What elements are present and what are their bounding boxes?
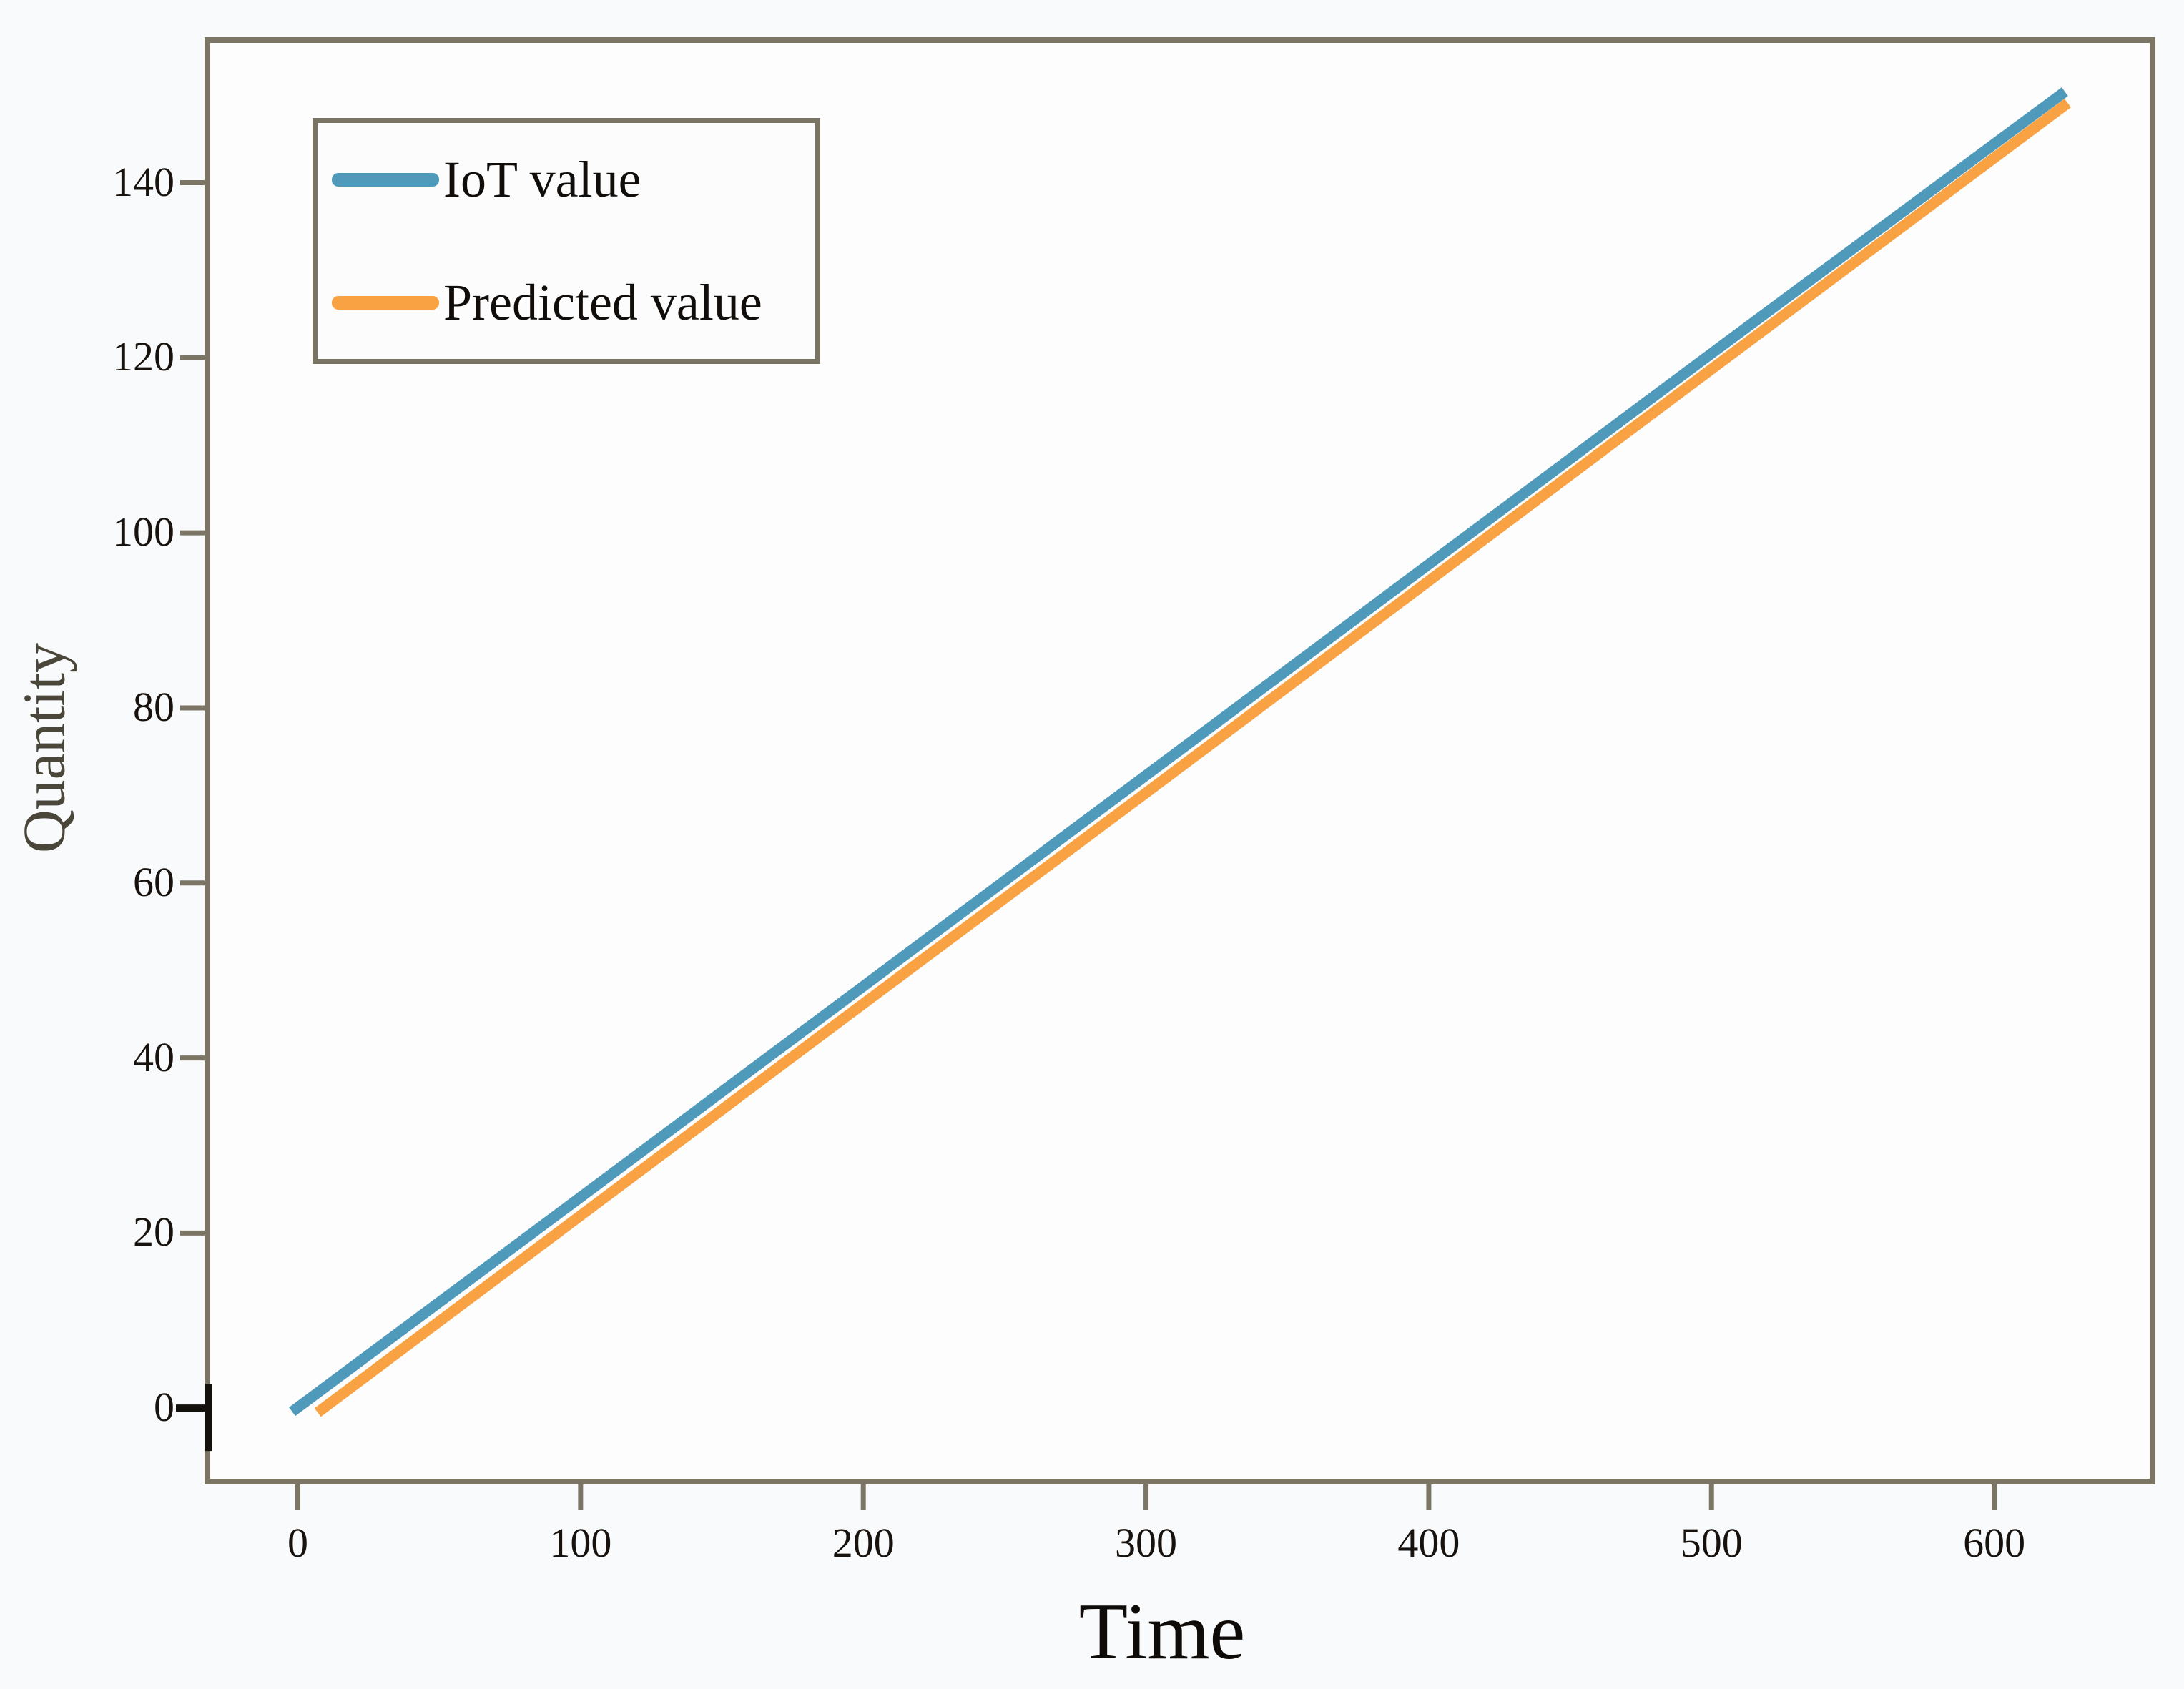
y-axis-label: Quantity: [11, 643, 78, 853]
x-tick-label: 200: [832, 1520, 895, 1566]
y-tick-label: 140: [112, 158, 174, 205]
legend: IoT value Predicted value: [313, 118, 820, 364]
x-tick-label: 100: [549, 1520, 612, 1566]
x-tick-label: 400: [1397, 1520, 1460, 1566]
legend-swatch-iot-value: [332, 173, 439, 187]
y-tick-label: 20: [133, 1208, 174, 1256]
y-tick-label: 100: [112, 508, 174, 556]
y-tick-label: 40: [133, 1033, 174, 1080]
x-tick-label: 600: [1963, 1520, 2026, 1566]
legend-label-predicted-value: Predicted value: [443, 274, 762, 331]
legend-swatch-predicted-value: [332, 296, 439, 310]
x-tick-label: 300: [1115, 1520, 1178, 1566]
y-tick-label: 120: [112, 333, 174, 380]
x-tick-label: 500: [1680, 1520, 1743, 1566]
x-tick-label: 0: [287, 1520, 308, 1566]
legend-label-iot-value: IoT value: [443, 151, 641, 208]
y-tick-label: 80: [133, 683, 174, 730]
y-tick-label: 60: [133, 858, 174, 905]
x-axis-label: Time: [1078, 1587, 1246, 1676]
y-tick-label: 0: [154, 1384, 174, 1431]
